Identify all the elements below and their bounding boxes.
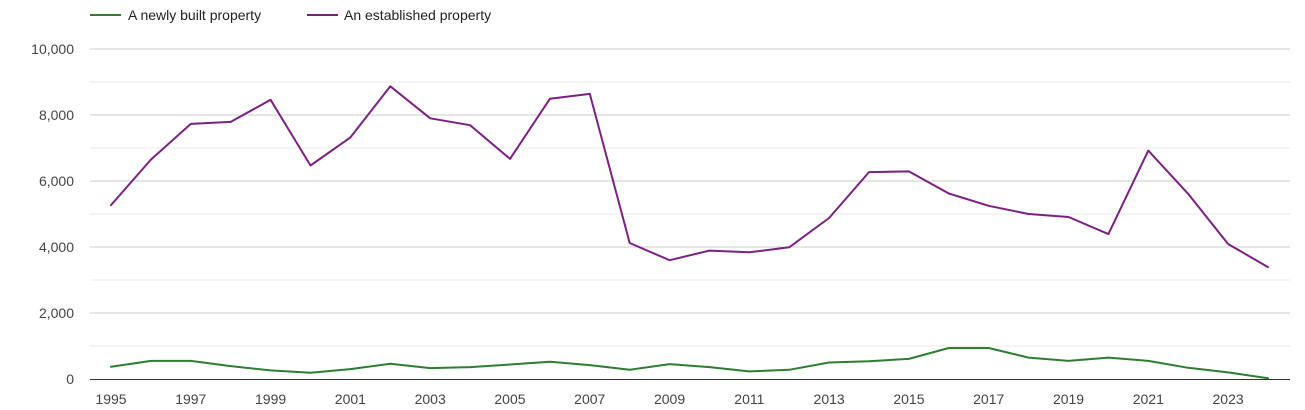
x-tick-label: 2001 [335,391,366,407]
y-tick-label: 4,000 [39,239,74,255]
x-tick-label: 2009 [654,391,685,407]
x-tick-label: 1997 [175,391,206,407]
legend-label-established: An established property [344,7,491,23]
x-axis: 1995 1997 1999 2001 2003 2005 2007 2009 2011 2013… [90,379,1290,407]
x-tick-label: 2005 [494,391,525,407]
y-tick-label: 10,000 [31,41,74,57]
series-line-established [110,85,1269,269]
x-tick-label: 2015 [893,391,924,407]
x-tick-label: 2019 [1053,391,1084,407]
x-tick-label: 2021 [1133,391,1164,407]
y-tick-label: 0 [66,371,74,387]
legend-item-newly-built[interactable]: A newly built property [90,7,261,23]
x-tick-label: 1999 [255,391,286,407]
legend-item-established[interactable]: An established property [307,7,491,23]
y-tick-label: 2,000 [39,305,74,321]
x-tick-label: 2023 [1213,391,1244,407]
x-tick-label: 2017 [973,391,1004,407]
x-tick-label: 2007 [574,391,605,407]
series-layer [110,85,1269,380]
x-tick-label: 1995 [95,391,126,407]
y-tick-label: 6,000 [39,173,74,189]
y-axis: 0 2,000 4,000 6,000 8,000 10,000 [31,41,74,387]
grid-lines [90,48,1290,347]
series-line-newly-built [110,347,1269,380]
x-tick-label: 2003 [415,391,446,407]
legend-label-newly-built: A newly built property [128,7,261,23]
x-tick-label: 2013 [814,391,845,407]
legend: A newly built property An established pr… [90,7,491,23]
y-tick-label: 8,000 [39,107,74,123]
x-tick-label: 2011 [734,391,764,407]
